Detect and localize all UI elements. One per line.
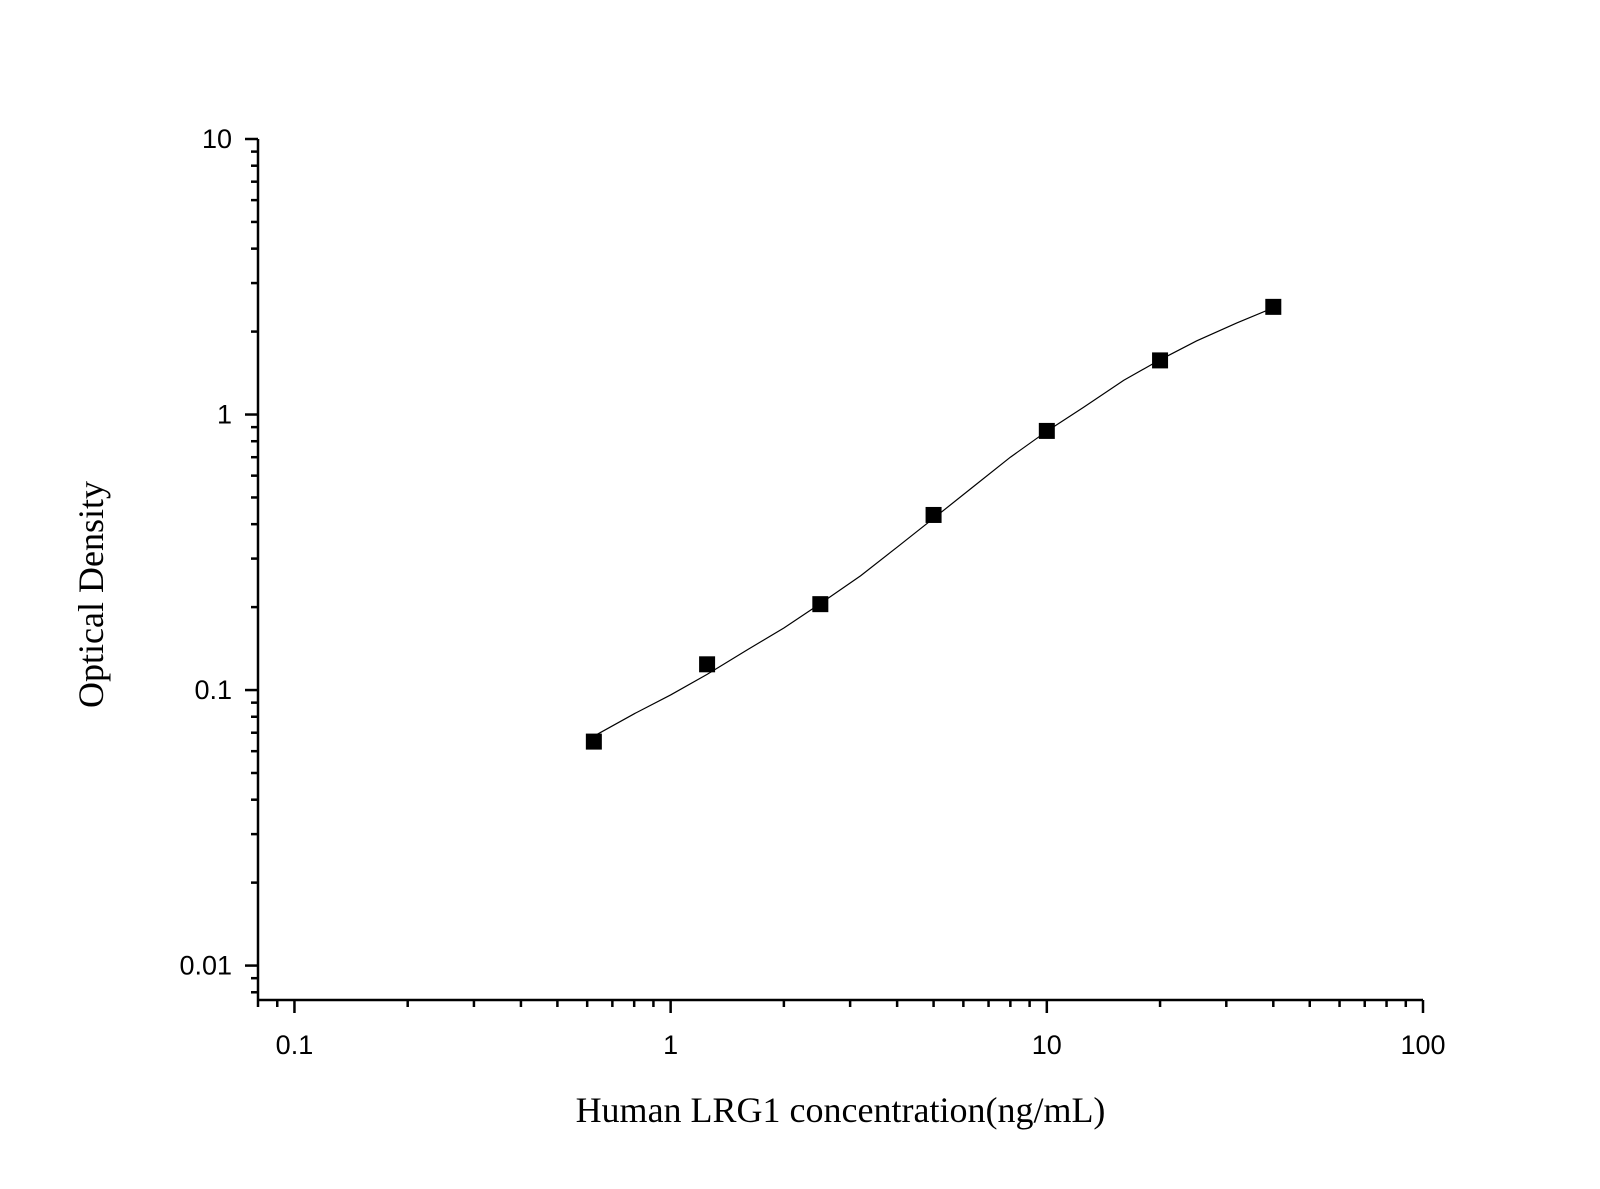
y-tick-label: 1: [217, 400, 232, 430]
data-point: [925, 506, 942, 523]
y-tick-label: 0.1: [194, 675, 232, 705]
x-tick-label: 1: [663, 1030, 678, 1060]
x-tick-label: 0.1: [276, 1030, 314, 1060]
y-axis-tick-labels: 0.01 0.1 1 10: [179, 124, 232, 981]
x-axis-title: Human LRG1 concentration(ng/mL): [576, 1090, 1106, 1130]
y-tick-label: 10: [202, 124, 232, 154]
x-tick-label: 10: [1032, 1030, 1062, 1060]
axes: [256, 139, 1423, 1002]
data-point: [1152, 352, 1169, 369]
data-point: [812, 596, 829, 613]
data-point: [1038, 422, 1055, 439]
y-axis-title: Optical Density: [71, 481, 111, 708]
y-tick-label: 0.01: [179, 951, 232, 981]
x-tick-label: 100: [1400, 1030, 1445, 1060]
data-points: [585, 298, 1282, 750]
x-axis-ticks: [256, 1000, 1425, 1013]
data-point: [1265, 298, 1282, 315]
data-point: [585, 733, 602, 750]
x-axis-tick-labels: 0.1 1 10 100: [276, 1030, 1446, 1060]
y-axis-ticks: [245, 137, 258, 994]
data-point: [699, 656, 716, 673]
